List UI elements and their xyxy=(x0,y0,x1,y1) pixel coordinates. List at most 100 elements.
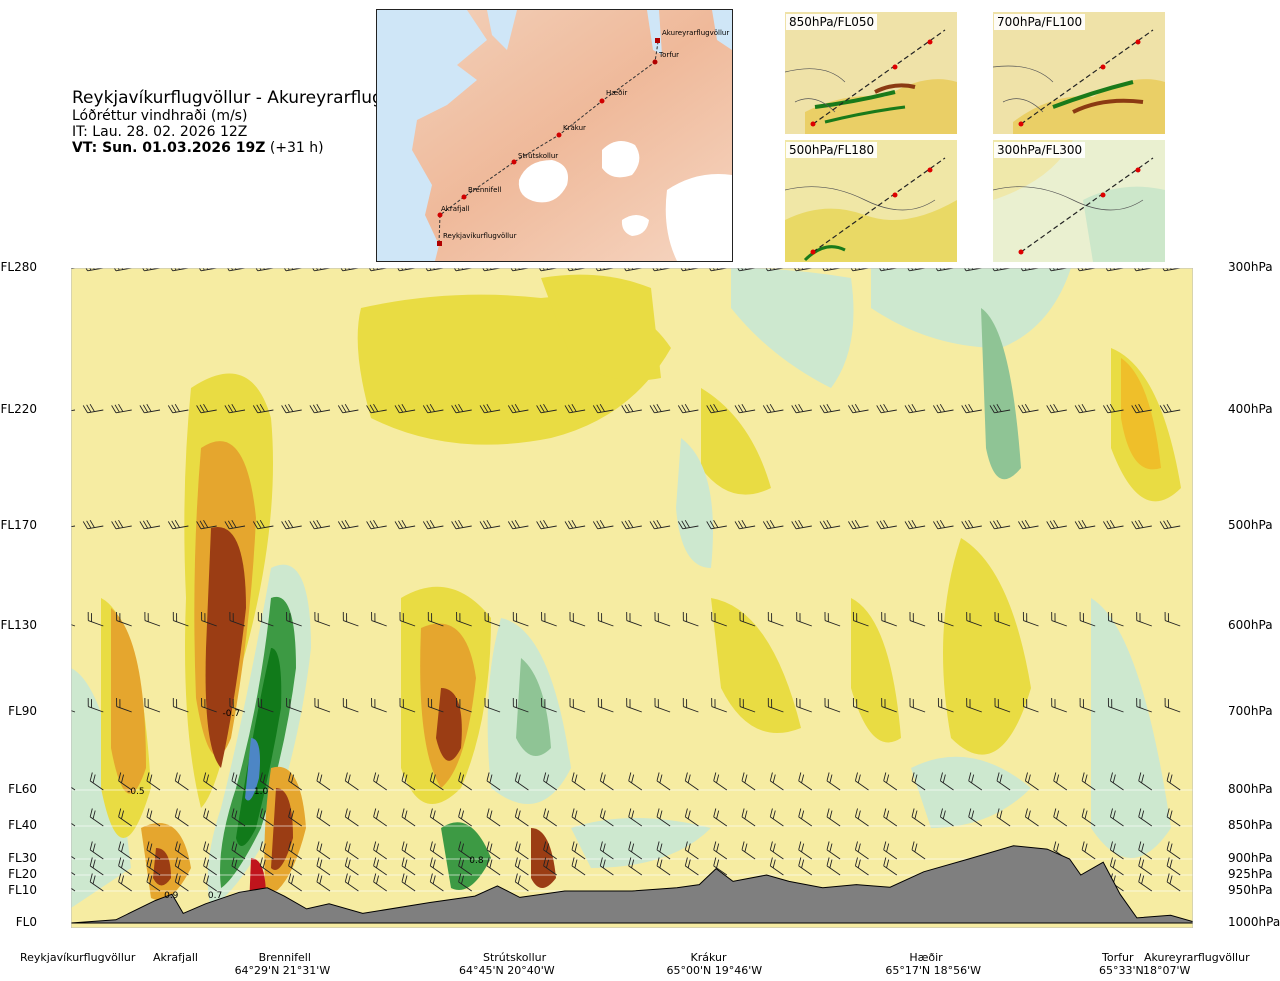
wind-barb xyxy=(713,857,728,876)
wind-barb xyxy=(996,808,1011,827)
wind-barb xyxy=(682,611,699,627)
wind-barb xyxy=(507,403,529,414)
wind-barb xyxy=(314,697,331,713)
wind-barb xyxy=(111,519,132,530)
wind-barb xyxy=(484,697,501,713)
wind-barb xyxy=(229,611,246,627)
wind-barb xyxy=(514,873,529,892)
wind-barb xyxy=(479,519,501,530)
wind-barb xyxy=(231,808,246,827)
valid-time: VT: Sun. 01.03.2026 19Z (+31 h) xyxy=(72,140,324,156)
wind-barb xyxy=(373,857,387,876)
contour-label: 0.9 xyxy=(164,891,179,901)
wind-barb xyxy=(798,857,813,876)
map-label-haedir: Hæðir xyxy=(606,89,627,97)
wind-barb xyxy=(259,841,274,860)
wind-barb xyxy=(401,772,416,791)
wind-barb xyxy=(791,519,812,530)
panel-500hpa-map xyxy=(785,140,957,262)
panel-850hpa: 850hPa/FL050 xyxy=(785,12,957,134)
field-downward-weak-3 xyxy=(676,438,713,568)
wind-barb xyxy=(344,808,359,827)
wind-barb xyxy=(684,772,699,791)
wind-barb xyxy=(111,403,132,414)
route-point-brennifell xyxy=(461,194,467,200)
contour-labels: -0.7 -0.5 1.0 0.8 0.9 0.7 xyxy=(127,709,484,901)
wind-barb xyxy=(966,611,982,627)
right-axis-tick-label: 400hPa xyxy=(1228,402,1273,416)
wind-barb xyxy=(1103,403,1124,414)
right-axis-tick-label: 900hPa xyxy=(1228,851,1273,865)
route-map: Akureyrarflugvöllur Torfur Hæðir Krákur … xyxy=(376,9,733,262)
wind-barb xyxy=(429,857,444,876)
left-axis-tick-label: FL0 xyxy=(15,915,37,929)
forecast-offset: (+31 h) xyxy=(265,140,324,156)
wind-barb xyxy=(826,857,841,876)
wind-barb xyxy=(937,611,954,627)
map-label-strutskollur: Strútskollur xyxy=(518,152,558,160)
wind-barb xyxy=(909,697,926,713)
contour-label: 0.8 xyxy=(469,856,484,866)
right-axis-tick-label: 925hPa xyxy=(1228,867,1273,881)
route-point-akrafjall xyxy=(437,212,443,218)
wind-barb xyxy=(203,857,217,876)
vertical-velocity-field xyxy=(71,268,1193,928)
wind-barb xyxy=(769,808,784,827)
wind-barb xyxy=(769,772,784,791)
wind-barb xyxy=(427,697,444,713)
wind-barb xyxy=(87,611,104,627)
wind-barb xyxy=(1074,403,1096,414)
map-label-akrafjall: Akrafjall xyxy=(441,205,470,213)
location-label: Reykjavíkurflugvöllur xyxy=(20,951,136,964)
left-axis-tick-label: FL40 xyxy=(8,818,37,832)
left-axis-tick-label: FL90 xyxy=(8,704,37,718)
cross-section-chart: -0.7 -0.5 1.0 0.8 0.9 0.7 xyxy=(71,268,1193,928)
wind-barb xyxy=(1081,808,1096,827)
location-label: Akrafjall xyxy=(153,951,198,964)
wind-barb xyxy=(541,611,557,627)
wind-barb xyxy=(373,808,387,827)
wind-barb xyxy=(371,697,387,713)
route-map-svg: Akureyrarflugvöllur Torfur Hæðir Krákur … xyxy=(377,10,732,261)
wind-barb xyxy=(989,519,1011,530)
route-points xyxy=(437,38,660,246)
right-axis-tick-label: 700hPa xyxy=(1228,704,1273,718)
wind-barb xyxy=(288,772,302,791)
wind-barb xyxy=(883,772,898,791)
wind-barb xyxy=(571,808,586,827)
wind-barb xyxy=(231,857,246,876)
chart-subtitle: Lóðréttur vindhraði (m/s) xyxy=(72,108,248,124)
wind-barb xyxy=(881,611,897,627)
wind-barb xyxy=(741,841,756,860)
wind-barb xyxy=(71,881,76,892)
wind-barb xyxy=(257,697,274,713)
wind-barb xyxy=(1138,857,1153,876)
wind-barb xyxy=(118,873,132,892)
valid-time-value: VT: Sun. 01.03.2026 19Z xyxy=(72,140,266,156)
location-label: Strútskollur xyxy=(482,951,547,964)
wind-barb xyxy=(172,611,189,627)
wind-barb xyxy=(1079,697,1096,713)
panel-300hpa-map xyxy=(993,140,1165,262)
wind-barb xyxy=(371,611,387,627)
wind-barb xyxy=(429,841,444,860)
wind-barb xyxy=(968,772,983,791)
wind-barb xyxy=(174,857,189,876)
wind-barb xyxy=(288,808,302,827)
wind-barb xyxy=(146,841,161,860)
wind-barb xyxy=(1022,697,1039,713)
wind-barb xyxy=(231,841,246,860)
wind-barb xyxy=(599,808,614,827)
wind-barb xyxy=(824,611,841,627)
left-axis-tick-label: FL60 xyxy=(8,782,37,796)
wind-barb xyxy=(394,403,416,414)
wind-barb xyxy=(118,772,132,791)
initial-time: IT: Lau. 28. 02. 2026 12Z xyxy=(72,124,248,140)
route-point-akureyri xyxy=(655,38,660,43)
panel-700hpa-map xyxy=(993,12,1165,134)
wind-barb xyxy=(71,849,76,860)
wind-barb xyxy=(286,697,302,713)
wind-barb xyxy=(852,611,869,627)
wind-barb xyxy=(1131,403,1152,414)
wind-barb xyxy=(89,808,104,827)
